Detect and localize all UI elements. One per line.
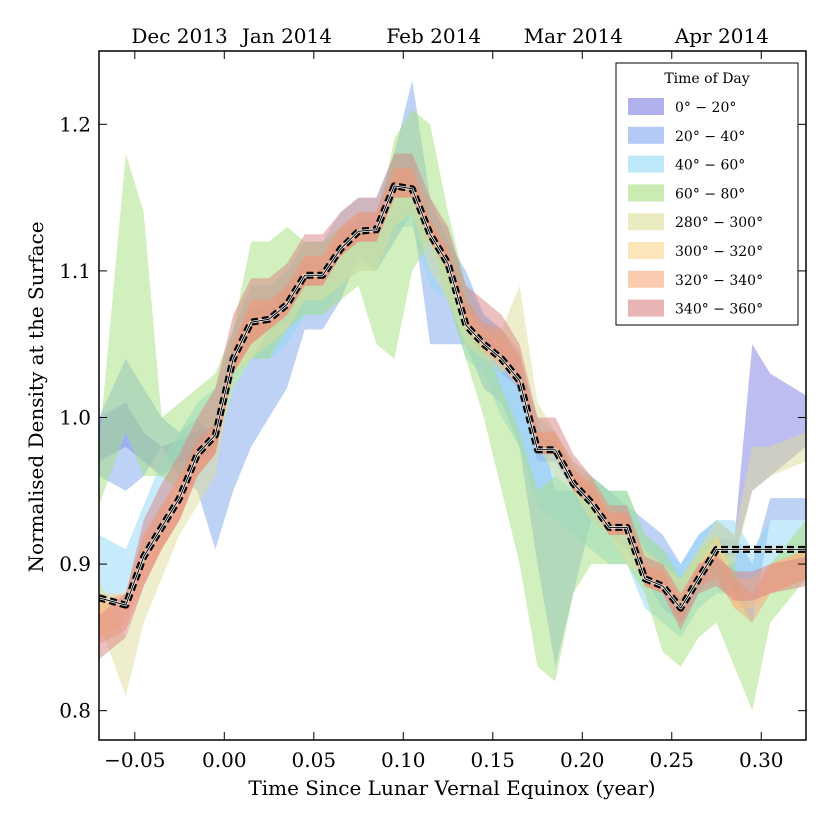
x-tick-label: 0.25 xyxy=(649,748,694,772)
x-tick-label: 0.30 xyxy=(739,748,784,772)
month-label: Mar 2014 xyxy=(524,24,623,48)
x-tick-label: 0.00 xyxy=(202,748,247,772)
legend-swatch xyxy=(628,184,664,202)
plot-frame xyxy=(98,50,807,741)
legend-label: 280° − 300° xyxy=(675,215,763,231)
legend-swatch xyxy=(628,299,664,317)
y-tick-label: 0.9 xyxy=(59,552,91,576)
month-label: Dec 2013 xyxy=(131,24,227,48)
month-label: Feb 2014 xyxy=(386,24,481,48)
ticks-layer: −0.05 0.00 0.05 0.10 0.15 0.20 0.25 0.30 0.8 0.9 1… xyxy=(59,51,806,772)
legend-swatch xyxy=(628,155,664,173)
x-tick-label: 0.20 xyxy=(560,748,605,772)
x-tick-label: 0.15 xyxy=(471,748,516,772)
legend-swatch xyxy=(628,98,664,115)
legend-label: 0° − 20° xyxy=(675,100,736,116)
top-axis: Dec 2013 Jan 2014 Feb 2014 Mar 2014 Apr 2014 xyxy=(131,24,769,48)
legend-label: 300° − 320° xyxy=(675,244,763,260)
y-tick-label: 1.1 xyxy=(59,259,91,283)
x-axis-title: Time Since Lunar Vernal Equinox (year) xyxy=(248,776,655,800)
y-tick-label: 0.8 xyxy=(59,699,91,723)
mean-layer xyxy=(99,182,806,612)
y-axis-title: Normalised Density at the Surface xyxy=(24,221,48,572)
legend-title: Time of Day xyxy=(664,71,749,87)
legend-swatch xyxy=(628,242,664,259)
legend-label: 60° − 80° xyxy=(675,186,745,202)
y-tick-label: 1.0 xyxy=(59,405,91,429)
legend-label: 20° − 40° xyxy=(675,129,745,145)
x-tick-label: 0.05 xyxy=(292,748,337,772)
legend-items: 0° − 20° 20° − 40° 40° − 60° 60° − 80° 280° … xyxy=(628,98,763,318)
x-tick-label: 0.10 xyxy=(381,748,426,772)
x-tick-label: −0.05 xyxy=(104,748,165,772)
y-tick-label: 1.2 xyxy=(59,112,91,136)
legend-swatch xyxy=(628,213,664,231)
month-label: Apr 2014 xyxy=(674,24,769,48)
legend-label: 40° − 60° xyxy=(675,158,745,174)
month-label: Jan 2014 xyxy=(240,24,332,48)
legend-label: 320° − 340° xyxy=(675,273,763,289)
legend-swatch xyxy=(628,126,664,144)
legend-label: 340° − 360° xyxy=(675,302,763,318)
mean-line-core xyxy=(99,185,806,609)
legend: Time of Day 0° − 20° 20° − 40° 40° − 60° 60… xyxy=(615,62,799,326)
legend-swatch xyxy=(628,270,664,288)
